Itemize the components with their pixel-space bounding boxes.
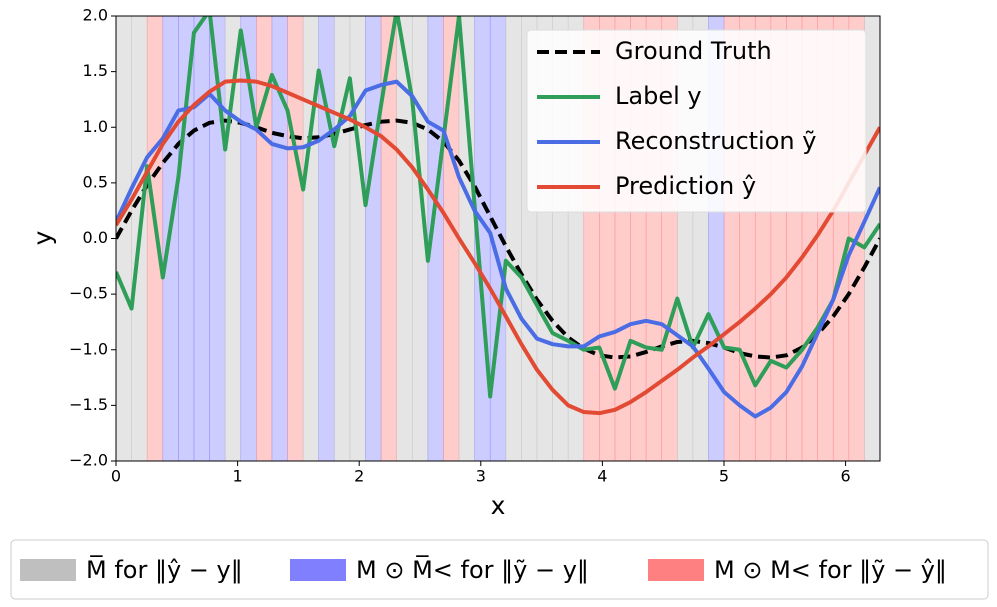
x-axis-label: x: [491, 491, 506, 520]
x-tick-label: 0: [111, 467, 121, 486]
y-tick-label: 1.0: [83, 117, 108, 136]
legend-label: Label y: [615, 82, 702, 110]
band-legend-label: M ⊙ M̅< for ‖ỹ − y‖: [356, 555, 589, 584]
legend-box: [526, 29, 867, 213]
series-line: [116, 16, 880, 399]
x-tick-label: 4: [597, 467, 607, 486]
band-legend-box: [10, 539, 989, 600]
x-tick-label: 5: [719, 467, 729, 486]
band-legend-label: M ⊙ M< for ‖ỹ − ŷ‖: [714, 556, 947, 584]
y-axis-label: y: [28, 230, 57, 245]
mask-band: [146, 16, 164, 461]
y-tick-label: 1.5: [83, 61, 108, 80]
y-tick-label: −0.5: [69, 284, 108, 303]
legend: Ground Truth Label y Reconstruction ỹ Predi…: [537, 37, 816, 200]
band-legend-swatch: [290, 559, 346, 581]
mask-band: [116, 16, 132, 461]
x-tick-label: 6: [840, 467, 850, 486]
y-tick-label: 0.5: [83, 172, 108, 191]
legend-label: Prediction ŷ: [615, 172, 756, 200]
lines: [116, 16, 880, 419]
y-tick-label: 2.0: [83, 6, 108, 25]
legend-label: Ground Truth: [615, 37, 772, 65]
band-legend-swatch: [648, 559, 704, 581]
mask-band: [193, 16, 210, 461]
band-legend-swatch: [20, 559, 76, 581]
x-tick-label: 3: [476, 467, 486, 486]
legend-label: Reconstruction ỹ: [615, 127, 816, 155]
band-legend: M̅ for ‖ŷ − y‖ M ⊙ M̅< for ‖ỹ − y‖ M ⊙ M< …: [20, 555, 947, 584]
x-tick-label: 1: [233, 467, 243, 486]
x-tick-label: 2: [354, 467, 364, 486]
axes: 0 1 2 3 4 5 6 −2.0 −1.5 −1.0 −0.5 0.0 0.5 1.0 1.5 2.0: [69, 6, 851, 486]
band-legend-label: M̅ for ‖ŷ − y‖: [86, 555, 243, 584]
mask-band: [365, 16, 382, 461]
mask-band: [287, 16, 304, 461]
y-tick-label: 0.0: [83, 228, 108, 247]
series-line: [116, 78, 880, 416]
y-tick-label: −2.0: [69, 451, 108, 470]
mask-band: [178, 16, 195, 461]
mask-band: [505, 16, 522, 461]
y-tick-label: −1.0: [69, 339, 108, 358]
series-line: [116, 79, 880, 419]
y-tick-label: −1.5: [69, 395, 108, 414]
